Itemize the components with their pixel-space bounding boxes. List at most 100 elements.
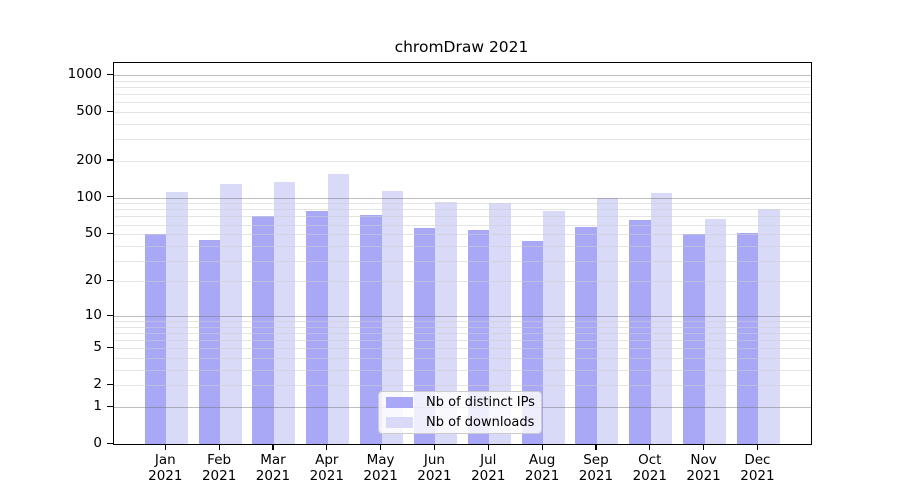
- bar-distinct-ips-sep: [575, 227, 597, 444]
- y-tick-mark-0: [107, 442, 113, 444]
- x-tick-year: 2021: [148, 467, 183, 484]
- bar-distinct-ips-jan: [144, 234, 167, 444]
- x-tick-year: 2021: [578, 467, 614, 484]
- bar-downloads-oct: [650, 192, 673, 444]
- bars-layer: [114, 63, 811, 444]
- x-tick-year: 2021: [309, 467, 344, 484]
- x-tick-mark-feb: [218, 444, 220, 450]
- y-tick-mark-10: [107, 314, 113, 316]
- x-tick-label-aug: Aug 2021: [510, 452, 574, 484]
- x-tick-year: 2021: [740, 467, 775, 484]
- bar-downloads-jun: [435, 202, 457, 444]
- y-tick-mark-500: [107, 110, 113, 112]
- x-tick-label-oct: Oct 2021: [618, 452, 682, 484]
- x-tick-month: Aug: [528, 452, 556, 468]
- y-tick-mark-200: [107, 159, 113, 161]
- x-tick-label-apr: Apr 2021: [295, 452, 359, 484]
- x-tick-month: Mar: [260, 452, 286, 468]
- x-tick-year: 2021: [255, 467, 291, 484]
- x-tick-label-jan: Jan 2021: [133, 452, 197, 484]
- x-tick-month: Jul: [480, 452, 497, 468]
- y-tick-label-1000: 1000: [67, 66, 102, 83]
- bar-downloads-feb: [220, 183, 242, 444]
- y-tick-mark-20: [107, 279, 113, 282]
- y-tick-label-10: 10: [84, 307, 102, 323]
- x-tick-mark-jun: [433, 444, 436, 450]
- bar-distinct-ips-oct: [629, 219, 651, 444]
- x-tick-month: May: [366, 452, 395, 468]
- x-tick-label-jul: Jul 2021: [456, 452, 520, 484]
- x-tick-label-may: May 2021: [349, 452, 413, 484]
- x-tick-year: 2021: [471, 467, 506, 484]
- x-tick-label-nov: Nov 2021: [672, 452, 736, 484]
- y-tick-label-500: 500: [76, 103, 102, 120]
- legend-entry-downloads: Nb of downloads: [386, 415, 535, 430]
- bar-downloads-jan: [166, 191, 188, 444]
- legend-label-distinct-ips: Nb of distinct IPs: [426, 395, 535, 410]
- y-tick-label-2: 2: [93, 376, 102, 393]
- x-tick-mark-sep: [595, 444, 597, 450]
- y-tick-mark-1000: [107, 73, 113, 75]
- x-tick-month: Nov: [690, 452, 717, 468]
- x-tick-month: Jan: [154, 452, 176, 468]
- y-tick-mark-1: [107, 405, 113, 407]
- x-tick-mark-aug: [541, 444, 543, 450]
- x-tick-year: 2021: [524, 467, 560, 484]
- bar-downloads-nov: [704, 218, 727, 444]
- bar-downloads-may: [381, 190, 404, 444]
- x-tick-mark-apr: [326, 444, 328, 450]
- x-tick-mark-jul: [487, 444, 489, 450]
- x-tick-month: Oct: [638, 452, 662, 468]
- y-tick-mark-100: [107, 196, 113, 198]
- x-tick-year: 2021: [201, 467, 237, 484]
- legend: Nb of distinct IPs Nb of downloads: [378, 391, 542, 434]
- bar-downloads-mar: [273, 181, 296, 444]
- legend-label-downloads: Nb of downloads: [426, 415, 535, 430]
- chart-title: chromDraw 2021: [394, 38, 529, 56]
- bar-distinct-ips-jul: [467, 230, 490, 444]
- x-tick-mark-jan: [164, 444, 166, 450]
- bar-downloads-aug: [543, 210, 565, 444]
- bar-downloads-jul: [489, 203, 511, 444]
- x-tick-label-sep: Sep 2021: [564, 452, 628, 484]
- x-tick-mark-oct: [649, 444, 651, 450]
- bar-distinct-ips-feb: [198, 239, 221, 444]
- x-tick-mark-may: [380, 444, 382, 450]
- y-tick-label-50: 50: [84, 225, 102, 242]
- legend-entry-distinct-ips: Nb of distinct IPs: [386, 395, 535, 410]
- x-tick-label-dec: Dec 2021: [725, 452, 789, 484]
- legend-swatch-downloads: [386, 417, 413, 428]
- x-tick-label-mar: Mar 2021: [241, 452, 305, 484]
- x-tick-mark-mar: [272, 444, 274, 450]
- x-tick-year: 2021: [686, 467, 721, 484]
- x-tick-month: Sep: [583, 452, 609, 468]
- x-tick-year: 2021: [417, 467, 452, 484]
- bar-distinct-ips-may: [360, 215, 382, 444]
- x-tick-month: Dec: [744, 452, 771, 468]
- plot-area: [113, 62, 812, 445]
- x-tick-mark-dec: [756, 444, 759, 450]
- x-tick-year: 2021: [632, 467, 667, 484]
- x-tick-month: Feb: [207, 452, 232, 468]
- y-tick-label-20: 20: [84, 272, 102, 289]
- y-tick-label-0: 0: [93, 435, 102, 451]
- bar-distinct-ips-apr: [306, 210, 328, 444]
- y-tick-mark-2: [107, 383, 113, 386]
- x-tick-year: 2021: [363, 467, 398, 484]
- y-tick-mark-50: [107, 232, 113, 234]
- y-tick-mark-5: [107, 346, 113, 349]
- bar-downloads-sep: [596, 197, 619, 444]
- y-tick-label-5: 5: [93, 339, 102, 356]
- bar-downloads-dec: [758, 208, 780, 444]
- x-tick-month: Apr: [315, 452, 339, 468]
- bar-downloads-apr: [327, 174, 350, 444]
- y-tick-label-200: 200: [76, 151, 102, 168]
- x-tick-month: Jun: [423, 452, 445, 468]
- x-tick-mark-nov: [703, 444, 705, 450]
- legend-swatch-distinct-ips: [386, 397, 413, 408]
- x-tick-label-feb: Feb 2021: [187, 452, 251, 484]
- bar-distinct-ips-nov: [683, 234, 705, 444]
- bar-distinct-ips-dec: [736, 233, 759, 444]
- bar-distinct-ips-mar: [252, 215, 274, 444]
